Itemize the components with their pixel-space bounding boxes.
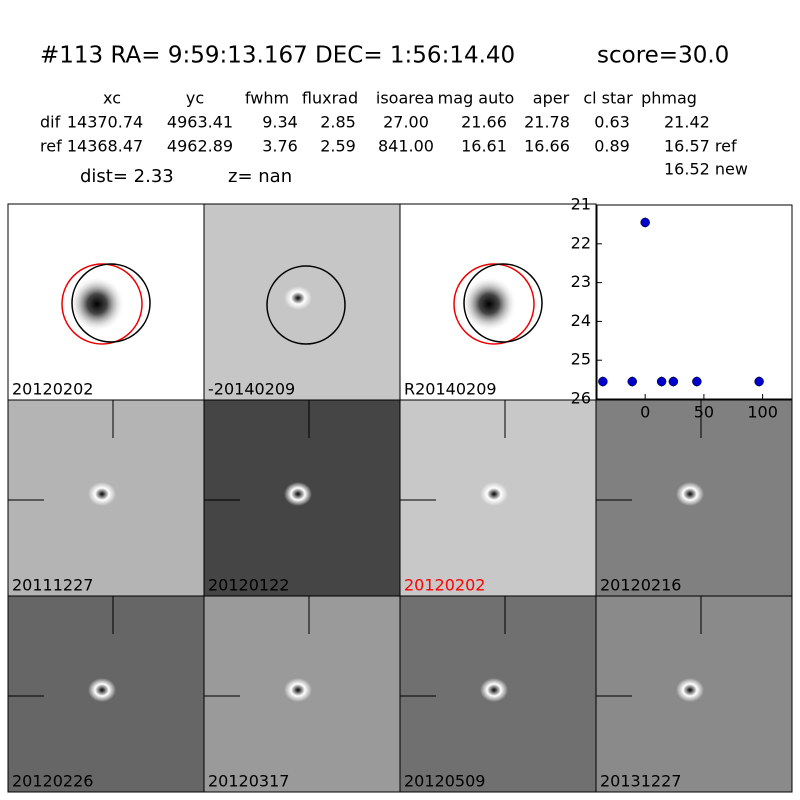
table-cell: 3.76 [262, 137, 298, 156]
table-cell: 21.66 [461, 113, 507, 132]
y-tick-label: 25 [571, 350, 591, 369]
column-header: mag auto [438, 89, 515, 108]
plot: 21 22 23 24 25 26 0 50 100 [571, 195, 793, 422]
plot-area [596, 204, 793, 400]
panel-label: 20120317 [208, 772, 289, 791]
x-tick-label: 50 [694, 403, 714, 422]
aperture-black [463, 263, 543, 343]
table-cell: 27.00 [383, 113, 429, 132]
panel-label: R20140209 [404, 380, 497, 399]
table-cell: 9.34 [262, 113, 298, 132]
panel-label: 20120216 [600, 576, 681, 595]
point [692, 376, 702, 387]
table-cell: 16.57 ref [664, 137, 737, 156]
y-tick-label: 23 [571, 272, 591, 291]
column-header: xc [103, 89, 121, 108]
residual [480, 678, 508, 702]
aperture-red [61, 263, 143, 345]
table-cell: 0.63 [594, 113, 630, 132]
panel-label: 20120202 [404, 576, 485, 595]
point [640, 217, 650, 228]
residual [676, 678, 704, 702]
source [69, 276, 125, 332]
title: #113 RA= 9:59:13.167 DEC= 1:56:14.40 [40, 43, 515, 69]
residual [284, 286, 312, 310]
column-header: isoarea [376, 89, 434, 108]
source [461, 276, 517, 332]
table-cell: 4963.41 [167, 113, 233, 132]
y-tick-label: 26 [571, 389, 591, 408]
x-tick-label: 0 [640, 403, 650, 422]
panel-label: 20120509 [404, 772, 485, 791]
table-note: 16.52 new [664, 160, 748, 179]
column-header: cl star [583, 89, 633, 108]
aperture-red [453, 263, 535, 345]
y-tick-label: 21 [571, 195, 591, 214]
aperture-black [71, 263, 151, 343]
table-cell: 4962.89 [167, 137, 233, 156]
table-cell: 0.89 [594, 137, 630, 156]
point [656, 376, 667, 387]
column-header: aper [533, 89, 570, 108]
panel-label: 20131227 [600, 772, 681, 791]
table-cell: 841.00 [378, 137, 434, 156]
redshift: z= nan [228, 166, 292, 187]
row-label: ref [40, 137, 62, 156]
panel-label: -20140209 [208, 380, 295, 399]
table-cell: 16.66 [524, 137, 570, 156]
table-cell: 2.59 [320, 137, 356, 156]
score: score=30.0 [597, 43, 729, 69]
residual [284, 482, 312, 506]
x-tick-label: 100 [747, 403, 778, 422]
residual [284, 678, 312, 702]
residual [480, 482, 508, 506]
column-header: fluxrad [302, 89, 358, 108]
dist: dist= 2.33 [80, 166, 174, 187]
aperture-black [266, 265, 346, 345]
y-tick-label: 22 [571, 233, 591, 252]
table-cell: 14368.47 [67, 137, 143, 156]
row-label: dif [40, 113, 61, 132]
table-cell: 14370.74 [67, 113, 143, 132]
panel-label: 20120122 [208, 576, 289, 595]
table-cell: 16.61 [461, 137, 507, 156]
panels: 20120202 -20140209 R20140209 20111227 201201… [7, 203, 793, 793]
residual [88, 482, 116, 506]
panel-label: 20120226 [12, 772, 93, 791]
residual [88, 678, 116, 702]
panel-label: 20120202 [12, 380, 93, 399]
panel-label: 20111227 [12, 576, 93, 595]
column-header: yc [186, 89, 204, 108]
point [754, 376, 764, 387]
residual [676, 482, 704, 506]
table-cell: 21.42 [664, 113, 710, 132]
table-cell: 21.78 [524, 113, 570, 132]
point [598, 376, 608, 387]
table-cell: 2.85 [320, 113, 356, 132]
point [627, 376, 637, 387]
y-tick-label: 24 [571, 311, 591, 330]
point [668, 376, 679, 387]
column-header: phmag [641, 89, 697, 108]
column-header: fwhm [245, 89, 289, 108]
